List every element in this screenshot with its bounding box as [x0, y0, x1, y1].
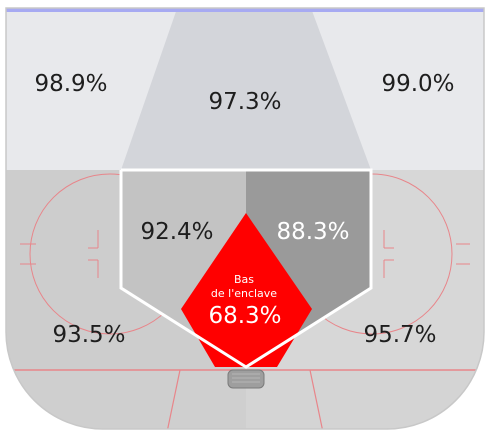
zone-low-slot: [181, 213, 312, 367]
zone-label-inner-left: 92.4%: [140, 219, 213, 245]
zone-label-low-slot: 68.3%: [208, 303, 281, 329]
zone-label-upper-left: 98.9%: [34, 71, 107, 97]
zone-label-low-slot-title-1: Bas: [234, 273, 254, 286]
zone-label-upper-right: 99.0%: [381, 71, 454, 97]
goal-net: [227, 369, 265, 389]
zone-upper-slot: [121, 8, 371, 170]
rink-boards: [5, 7, 485, 430]
zone-outline: [119, 168, 373, 369]
zone-label-lower-left: 93.5%: [52, 322, 125, 348]
blue-line: [6, 8, 484, 12]
zone-label-lower-right: 95.7%: [363, 322, 436, 348]
zone-label-low-slot-title-2: de l'enclave: [211, 287, 277, 300]
zone-label-inner-right: 88.3%: [276, 219, 349, 245]
zone-label-upper-slot: 97.3%: [208, 89, 281, 115]
